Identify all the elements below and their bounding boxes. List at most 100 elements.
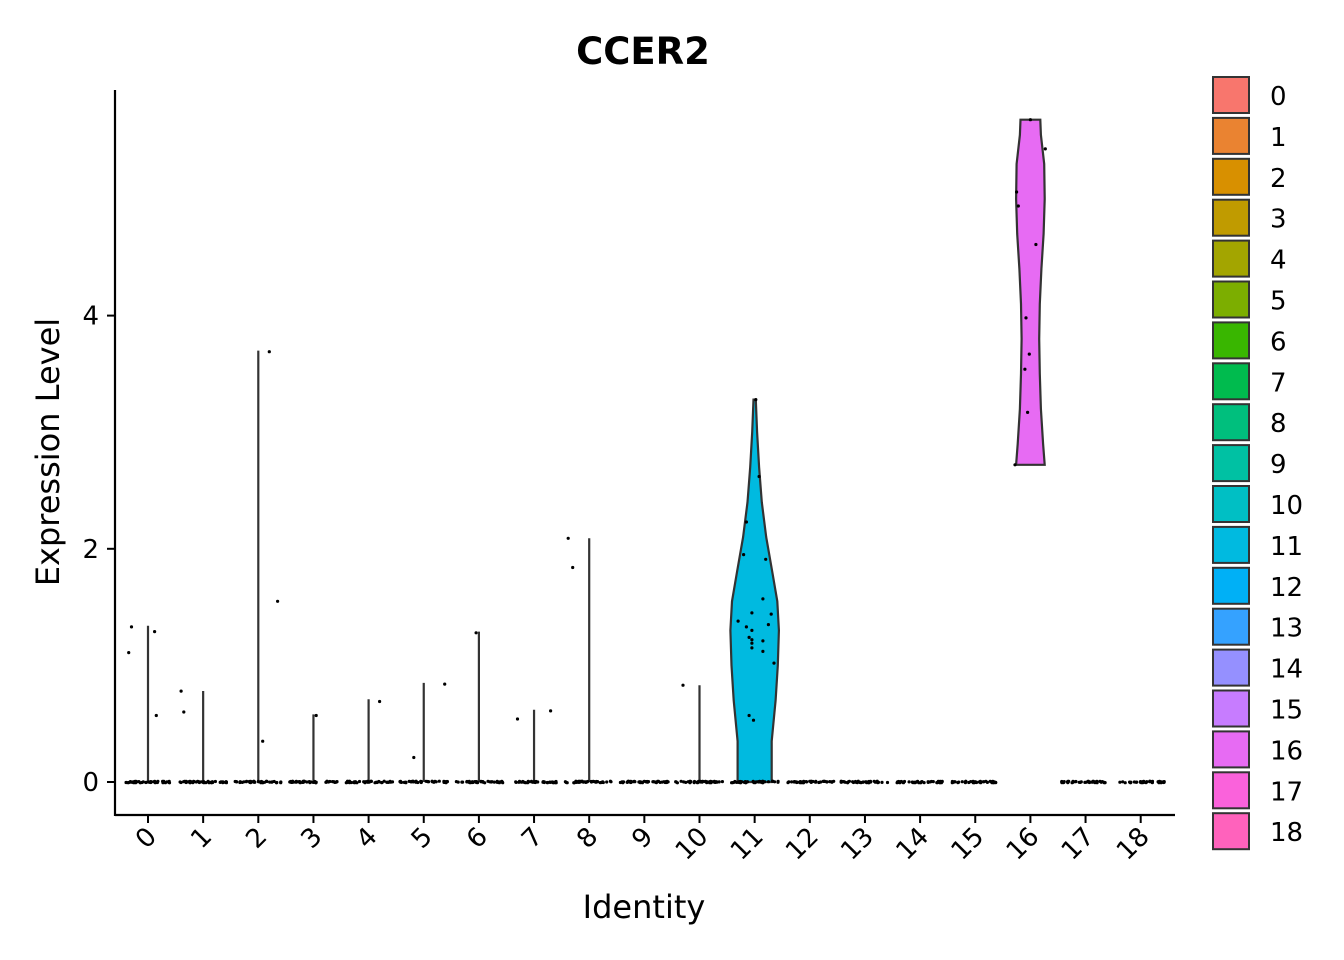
point <box>188 781 192 785</box>
point <box>221 781 225 785</box>
point <box>1148 779 1152 783</box>
x-tick-label: 11 <box>725 822 770 867</box>
point <box>1013 463 1017 467</box>
point <box>753 780 757 784</box>
violin-group-4 <box>344 699 395 785</box>
point <box>737 780 742 785</box>
legend-label: 11 <box>1270 532 1303 562</box>
point <box>640 780 644 784</box>
point <box>764 557 768 561</box>
point <box>742 553 746 557</box>
legend-label: 5 <box>1270 287 1287 317</box>
point <box>621 780 626 784</box>
point <box>192 779 196 784</box>
point <box>442 780 447 784</box>
violin-group-8 <box>563 536 613 785</box>
point <box>167 779 171 783</box>
point <box>772 661 776 665</box>
point <box>1091 779 1096 783</box>
point <box>913 780 917 784</box>
point <box>382 779 386 783</box>
point <box>632 779 636 783</box>
point <box>460 780 464 784</box>
legend-item-10: 10 <box>1212 485 1303 523</box>
x-tick-label: 16 <box>1001 822 1046 867</box>
point <box>751 718 756 722</box>
legend-swatch <box>1212 403 1250 442</box>
legend-item-9: 9 <box>1212 444 1287 483</box>
point <box>314 781 318 785</box>
legend-swatch <box>1212 157 1250 196</box>
point <box>910 780 915 784</box>
point <box>679 779 683 783</box>
point <box>314 713 318 718</box>
point <box>761 649 765 654</box>
chart-title: CCER2 <box>576 30 710 73</box>
point <box>407 779 411 784</box>
point <box>744 625 749 629</box>
point <box>1102 781 1106 785</box>
legend-item-12: 12 <box>1212 566 1303 605</box>
point <box>880 780 884 785</box>
point <box>1086 779 1091 783</box>
point <box>796 780 800 784</box>
point <box>412 755 416 760</box>
point <box>1034 242 1038 247</box>
point <box>385 780 389 784</box>
point <box>301 779 305 784</box>
point <box>653 780 657 784</box>
point <box>201 780 205 785</box>
point <box>161 781 165 785</box>
point <box>787 780 791 784</box>
point <box>828 780 832 784</box>
violin-11 <box>729 398 781 784</box>
point <box>761 597 765 601</box>
point <box>846 780 850 784</box>
point <box>971 779 975 784</box>
x-tick-label: 4 <box>351 822 384 855</box>
point <box>218 780 222 785</box>
point <box>682 780 686 784</box>
point <box>856 779 860 783</box>
point <box>1135 780 1139 784</box>
point <box>761 779 765 783</box>
point <box>582 780 587 784</box>
point <box>378 699 382 704</box>
point <box>859 781 863 785</box>
x-tick-label: 13 <box>835 822 880 867</box>
legend-swatch <box>1212 771 1250 810</box>
legend-label: 4 <box>1270 246 1287 276</box>
point <box>804 780 808 784</box>
legend-item-11: 11 <box>1212 525 1303 564</box>
point <box>629 779 633 784</box>
point <box>992 781 996 785</box>
point <box>766 623 771 627</box>
x-tick-label: 15 <box>946 822 991 867</box>
legend-swatch <box>1212 76 1250 114</box>
legend-item-1: 1 <box>1212 116 1287 155</box>
point <box>1015 190 1019 194</box>
x-tick-label: 5 <box>406 822 439 855</box>
legend-label: 7 <box>1270 368 1287 398</box>
x-tick-label: 10 <box>670 822 715 867</box>
legend-label: 12 <box>1270 573 1303 603</box>
point <box>252 779 256 784</box>
point <box>851 780 856 785</box>
point <box>747 713 751 718</box>
point <box>332 780 336 784</box>
point <box>238 780 242 784</box>
legend-item-13: 13 <box>1212 607 1303 646</box>
violin-group-9 <box>618 779 670 785</box>
point <box>1150 779 1155 784</box>
violin-group-13 <box>839 779 890 785</box>
point <box>566 536 570 540</box>
point <box>155 780 159 784</box>
legend-swatch <box>1212 485 1250 523</box>
point <box>443 682 447 686</box>
legend-label: 1 <box>1270 123 1287 153</box>
legend-item-3: 3 <box>1212 198 1287 237</box>
point <box>601 780 605 785</box>
point <box>907 780 911 784</box>
